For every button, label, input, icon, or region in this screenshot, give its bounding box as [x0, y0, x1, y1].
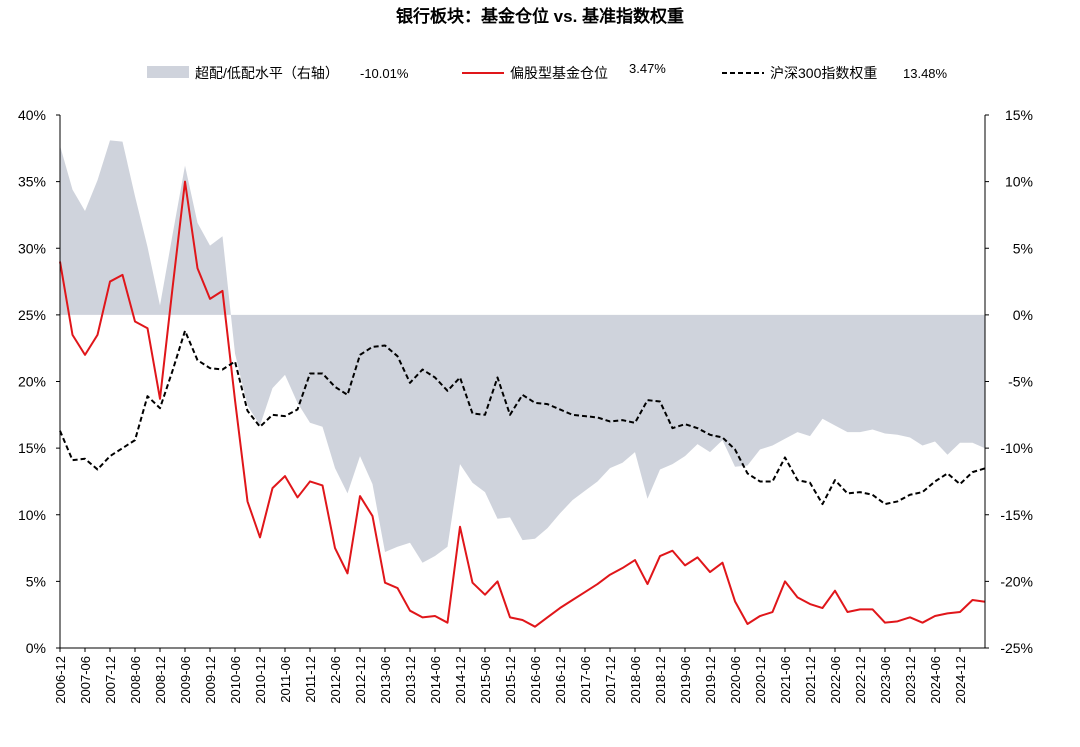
x-tick-label: 2012-12 — [353, 656, 368, 704]
left-tick-label: 20% — [18, 374, 46, 390]
x-tick-label: 2014-06 — [428, 656, 443, 704]
x-tick-label: 2015-12 — [503, 656, 518, 704]
x-tick-label: 2024-12 — [953, 656, 968, 704]
right-tick-label: -25% — [1000, 640, 1033, 656]
right-tick-label: 10% — [1005, 174, 1033, 190]
legend-value-fund: 3.47% — [629, 61, 666, 76]
x-tick-label: 2009-12 — [203, 656, 218, 704]
x-tick-label: 2023-06 — [878, 656, 893, 704]
series-area-overweight — [60, 140, 985, 563]
series-line-index-weight — [59, 329, 986, 506]
x-tick-label: 2008-12 — [153, 656, 168, 704]
right-tick-label: 0% — [1013, 307, 1033, 323]
legend-label-index: 沪深300指数权重 — [770, 65, 877, 81]
x-tick-label: 2017-06 — [578, 656, 593, 704]
x-tick-label: 2010-06 — [228, 656, 243, 704]
x-tick-label: 2006-12 — [53, 656, 68, 704]
left-tick-label: 15% — [18, 440, 46, 456]
right-tick-label: -5% — [1008, 374, 1033, 390]
x-tick-label: 2014-12 — [453, 656, 468, 704]
right-tick-label: 5% — [1013, 240, 1033, 256]
left-tick-label: 35% — [18, 174, 46, 190]
legend: 超配/低配水平（右轴） -10.01% 偏股型基金仓位 3.47% 沪深300指… — [147, 61, 948, 81]
right-axis: -25% -20% -15% -10% -5% 0% 5% 10% 15% — [985, 107, 1033, 656]
x-tick-label: 2024-06 — [928, 656, 943, 704]
left-tick-label: 40% — [18, 107, 46, 123]
x-tick-label: 2023-12 — [903, 656, 918, 704]
x-tick-label: 2013-06 — [378, 656, 393, 704]
left-tick-label: 10% — [18, 507, 46, 523]
x-tick-label: 2019-06 — [678, 656, 693, 704]
right-tick-label: -15% — [1000, 507, 1033, 523]
x-tick-label: 2016-06 — [528, 656, 543, 704]
legend-value-overweight: -10.01% — [360, 66, 409, 81]
plot-area — [59, 115, 986, 649]
x-tick-label: 2012-06 — [328, 656, 343, 704]
x-tick-label: 2021-06 — [778, 656, 793, 704]
series-line-fund-position — [59, 180, 986, 628]
x-tick-label: 2017-12 — [603, 656, 618, 704]
x-tick-label: 2010-12 — [253, 656, 268, 704]
x-tick-label: 2020-06 — [728, 656, 743, 704]
x-tick-label: 2016-12 — [553, 656, 568, 704]
x-tick-label: 2015-06 — [478, 656, 493, 704]
legend-swatch-area — [147, 66, 189, 78]
left-tick-label: 30% — [18, 240, 46, 256]
right-tick-label: 15% — [1005, 107, 1033, 123]
x-tick-label: 2011-12 — [303, 656, 318, 703]
x-tick-label: 2008-06 — [128, 656, 143, 704]
x-axis: 2006-12 2007-06 2007-12 2008-06 2008-12 2009-… — [53, 648, 968, 704]
right-tick-label: -10% — [1000, 440, 1033, 456]
x-tick-label: 2009-06 — [178, 656, 193, 704]
x-tick-label: 2007-06 — [78, 656, 93, 704]
x-tick-label: 2019-12 — [703, 656, 718, 704]
x-tick-label: 2007-12 — [103, 656, 118, 704]
x-tick-label: 2018-12 — [653, 656, 668, 704]
left-axis: 0% 5% 10% 15% 20% 25% 30% 35% 40% — [18, 107, 60, 656]
x-tick-label: 2013-12 — [403, 656, 418, 704]
left-tick-label: 0% — [26, 640, 46, 656]
legend-label-overweight: 超配/低配水平（右轴） — [195, 65, 339, 81]
x-tick-label: 2021-12 — [803, 656, 818, 704]
x-tick-label: 2018-06 — [628, 656, 643, 704]
right-tick-label: -20% — [1000, 573, 1033, 589]
left-tick-label: 25% — [18, 307, 46, 323]
x-tick-label: 2011-06 — [278, 656, 293, 703]
x-tick-label: 2022-06 — [828, 656, 843, 704]
x-tick-label: 2022-12 — [853, 656, 868, 704]
legend-label-fund: 偏股型基金仓位 — [510, 65, 608, 81]
chart-title: 银行板块：基金仓位 vs. 基准指数权重 — [396, 6, 684, 26]
x-tick-label: 2020-12 — [753, 656, 768, 704]
legend-value-index: 13.48% — [903, 66, 948, 81]
left-tick-label: 5% — [26, 573, 46, 589]
